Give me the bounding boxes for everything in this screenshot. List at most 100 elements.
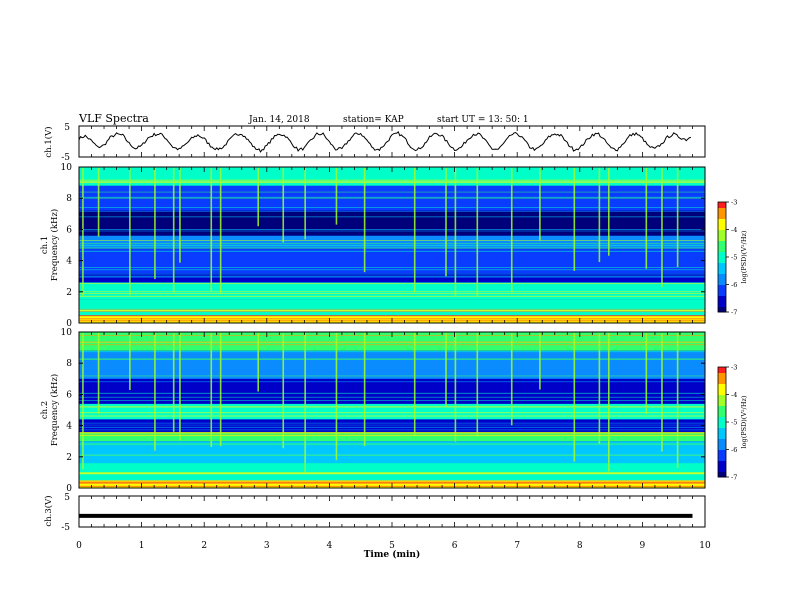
sferic-spike xyxy=(257,333,260,392)
sferic-spike xyxy=(539,168,541,241)
ch3-waveform-panel: 5 -5 ch.3(V) xyxy=(43,493,706,533)
sferic-spike xyxy=(97,168,100,237)
sferic-spike xyxy=(510,168,513,293)
sferic-spike xyxy=(363,333,366,446)
x-tick-label: 0 xyxy=(76,541,82,551)
spectrogram-band xyxy=(79,431,705,442)
x-tick-label: 1 xyxy=(139,541,145,551)
sferic-spike xyxy=(282,333,285,449)
colorbar-label: log(PSD)(V²/Hz) xyxy=(740,230,748,283)
frequency-tick-label: 0 xyxy=(66,484,72,494)
ch1-colorbar: -3 -4 -5 -6 -7 log(PSD)(V²/Hz) xyxy=(717,199,748,317)
sferic-spike xyxy=(97,333,100,414)
sferic-spike xyxy=(573,168,576,271)
ch3-ytick-top: 5 xyxy=(64,493,70,503)
ch3-waveform-ylabel: ch.3(V) xyxy=(43,495,54,526)
sferic-spike xyxy=(129,168,131,296)
sferic-spike xyxy=(304,168,306,240)
sferic-spike xyxy=(363,168,366,273)
frequency-tick-label: 6 xyxy=(66,225,72,235)
sferic-spike xyxy=(179,168,181,263)
frequency-tick-label: 0 xyxy=(66,319,72,329)
spectrogram-band xyxy=(79,282,705,300)
start-time-label: start UT = 13: 50: 1 xyxy=(437,115,529,125)
ch2-spectrogram-image xyxy=(79,332,705,488)
sferic-spike xyxy=(598,333,601,444)
sferic-spike xyxy=(210,333,213,447)
x-tick-label: 10 xyxy=(699,541,711,551)
spectrogram-band xyxy=(79,419,705,432)
ch1-spectrogram-panel: ch.1 Frequency (kHz) 0 2 4 6 8 10 xyxy=(40,163,706,329)
x-tick-label: 3 xyxy=(264,541,270,551)
sferic-spike xyxy=(661,168,663,288)
frequency-tick-label: 2 xyxy=(66,453,72,463)
ch1-spectrogram-ylabel-frequency: Frequency (kHz) xyxy=(49,209,60,281)
sferic-spike xyxy=(661,333,663,452)
sferic-spike xyxy=(304,333,306,472)
sferic-spike xyxy=(510,333,513,426)
colorbar-tick-label: -3 xyxy=(731,199,737,207)
station-label: station= KAP xyxy=(343,115,404,125)
sferic-spike xyxy=(476,168,479,297)
sferic-spike xyxy=(676,333,679,469)
sferic-spike xyxy=(454,333,457,442)
sferic-spike xyxy=(82,333,84,470)
sferic-spike xyxy=(598,168,601,263)
sferic-spike xyxy=(539,333,541,390)
sferic-spike xyxy=(645,333,648,415)
spectrogram-band xyxy=(79,441,705,464)
x-axis-tick-labels: 0 1 2 3 4 5 6 7 8 9 10 xyxy=(76,541,711,551)
sferic-spike xyxy=(335,333,338,461)
sferic-spike xyxy=(413,168,416,293)
x-axis-label: Time (min) xyxy=(364,549,421,560)
sferic-spike xyxy=(282,168,285,243)
colorbar-tick-label: -5 xyxy=(731,419,737,427)
sferic-spike xyxy=(172,333,175,432)
frequency-tick-label: 4 xyxy=(66,422,72,432)
sferic-spike xyxy=(445,333,447,407)
sferic-spike xyxy=(219,333,222,447)
sferic-spike xyxy=(154,333,156,451)
sferic-spike xyxy=(257,168,260,227)
figure-title: VLF Spectra xyxy=(78,112,149,125)
frequency-tick-label: 10 xyxy=(61,163,73,173)
sferic-spike xyxy=(179,333,181,441)
sferic-spike xyxy=(645,168,648,269)
date-label: Jan. 14, 2018 xyxy=(248,115,310,125)
ch2-spectrogram-ylabel-channel: ch.2 xyxy=(40,401,50,419)
colorbar-tick-label: -6 xyxy=(731,446,737,454)
frequency-tick-label: 2 xyxy=(66,288,72,298)
colorbar-tick-label: -7 xyxy=(731,474,737,482)
sferic-spike xyxy=(210,168,213,291)
sferic-spike xyxy=(445,168,447,277)
x-tick-label: 2 xyxy=(201,541,207,551)
spectrogram-band xyxy=(79,248,705,274)
sferic-spike xyxy=(172,168,175,293)
sferic-spike xyxy=(219,168,222,294)
colorbar-tick-label: -4 xyxy=(731,391,737,399)
colorbar-tick-label: -7 xyxy=(731,309,737,317)
sferic-spike xyxy=(82,168,84,297)
sferic-spike xyxy=(335,168,338,225)
ch3-ytick-bottom: -5 xyxy=(61,523,70,533)
ch2-spectrogram-panel: ch.2 Frequency (kHz) 0 2 4 6 8 10 xyxy=(40,328,706,494)
sferic-spike xyxy=(607,168,610,256)
frequency-tick-label: 8 xyxy=(66,359,72,369)
x-tick-label: 9 xyxy=(640,541,646,551)
ch2-spectrogram-ylabel-frequency: Frequency (kHz) xyxy=(49,374,60,446)
spectrogram-band xyxy=(79,378,705,404)
spectrogram-band xyxy=(79,235,705,249)
ch1-waveform-ylabel: ch.1(V) xyxy=(43,126,54,157)
spectrogram-band xyxy=(79,210,705,236)
colorbar-tick-label: -5 xyxy=(731,254,737,262)
x-tick-label: 5 xyxy=(389,541,395,551)
ch1-ytick-top: 5 xyxy=(64,123,70,133)
colorbar-tick-label: -6 xyxy=(731,281,737,289)
x-tick-label: 7 xyxy=(514,541,520,551)
frequency-tick-label: 8 xyxy=(66,194,72,204)
x-tick-label: 6 xyxy=(452,541,458,551)
sferic-spike xyxy=(676,168,679,268)
colorbar-label: log(PSD)(V²/Hz) xyxy=(740,395,748,448)
ch1-waveform-panel: 5 -5 ch.1(V) xyxy=(43,123,706,163)
